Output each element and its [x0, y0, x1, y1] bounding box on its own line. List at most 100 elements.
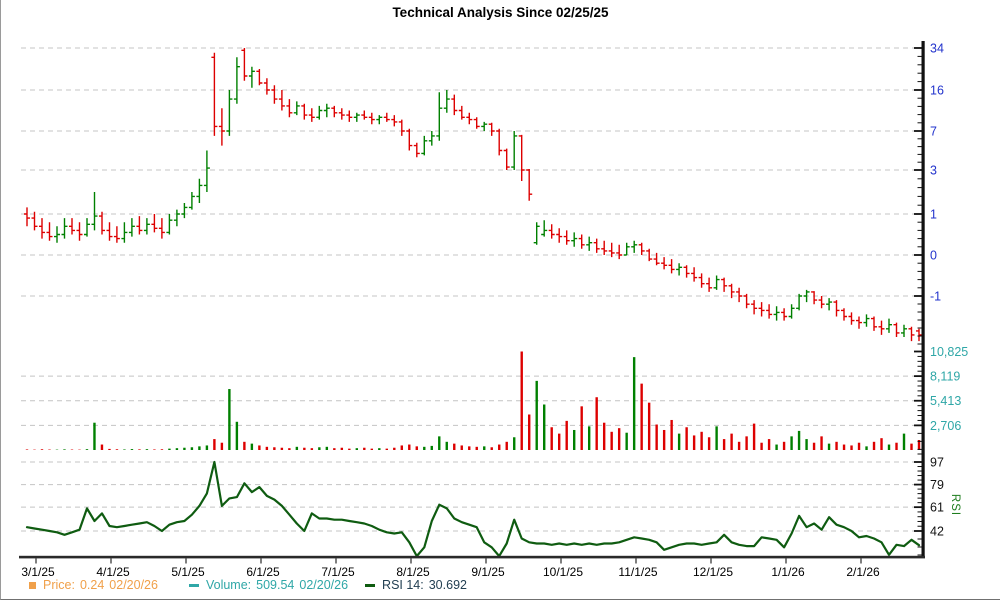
rsi-axis-label: 79 — [930, 478, 944, 492]
chart-title: Technical Analysis Since 02/25/25 — [392, 5, 609, 20]
ohlc-bar — [54, 226, 60, 243]
ohlc-bar — [848, 312, 855, 325]
volume-axis-label: 8,119 — [930, 370, 960, 384]
legend-volume-value: 509.54 — [256, 578, 295, 592]
price-pane — [24, 48, 922, 342]
ohlc-bar — [346, 110, 353, 122]
ohlc-bar — [46, 222, 53, 241]
chart-legend: Price: 0.24 02/20/26 Volume: 509.54 02/2… — [29, 578, 472, 592]
ohlc-bar — [106, 222, 113, 241]
price-legend-marker-icon — [29, 581, 36, 589]
ohlc-bar — [121, 222, 128, 243]
ohlc-bar — [863, 314, 870, 327]
volume-axis-labels: 10,825 8,119 5,413 2,706 — [930, 345, 968, 433]
ohlc-bar — [668, 259, 675, 274]
ohlc-bar — [69, 218, 75, 235]
volume-legend-marker-icon — [188, 583, 199, 587]
ohlc-bar — [608, 242, 615, 258]
ohlc-bar — [151, 214, 158, 233]
x-axis: 3/1/25 4/1/25 5/1/25 6/1/25 7/1/25 8/1/25 9/1/… — [19, 555, 925, 579]
ohlc-bar — [428, 131, 435, 146]
volume-pane — [25, 351, 921, 450]
ohlc-bar — [473, 117, 480, 129]
ohlc-bar — [39, 218, 45, 239]
ohlc-bar — [406, 128, 413, 151]
ohlc-bar — [743, 293, 750, 309]
ohlc-bar — [391, 115, 398, 127]
ohlc-bar — [91, 192, 98, 231]
ohlc-bar — [338, 108, 345, 120]
ohlc-bar — [751, 300, 758, 315]
ohlc-bar — [571, 232, 578, 247]
legend-volume-date: 02/20/26 — [299, 578, 349, 592]
ohlc-bar — [646, 248, 653, 262]
ohlc-bar — [443, 90, 450, 113]
price-axis-label: 16 — [930, 84, 944, 98]
legend-price-value: 0.24 — [79, 578, 105, 592]
ohlc-bar — [661, 257, 668, 270]
ohlc-bar — [616, 244, 623, 260]
ohlc-bar — [226, 90, 233, 136]
ohlc-bar — [458, 105, 465, 120]
ohlc-bar — [503, 148, 510, 170]
ohlc-bar — [496, 128, 503, 156]
volume-axis-label: 10,825 — [930, 345, 968, 359]
rsi-axis-label: 61 — [930, 501, 944, 515]
ohlc-bar — [871, 316, 877, 331]
ohlc-bar — [451, 94, 458, 116]
price-axis-label: 7 — [930, 125, 937, 139]
ohlc-bar — [893, 322, 900, 337]
date-label: 11/1/25 — [618, 565, 657, 579]
ohlc-bar — [728, 283, 735, 299]
ohlc-bar — [211, 52, 218, 136]
date-label: 6/1/25 — [246, 565, 280, 579]
ohlc-bar — [76, 222, 83, 241]
right-axis — [914, 41, 925, 558]
legend-rsi-label: RSI 14: — [382, 578, 424, 592]
price-axis-label: 0 — [930, 249, 937, 263]
ohlc-bar — [308, 108, 315, 122]
ohlc-bar — [653, 252, 660, 266]
date-label: 5/1/25 — [171, 565, 205, 579]
date-label: 8/1/25 — [396, 565, 430, 579]
ohlc-bar — [758, 302, 765, 317]
legend-price-label: Price: — [43, 578, 75, 592]
ohlc-bar — [466, 112, 473, 125]
rsi-legend-marker-icon — [365, 583, 376, 587]
ohlc-bar — [563, 230, 570, 245]
date-label: 7/1/25 — [321, 565, 355, 579]
ohlc-bar — [113, 226, 120, 243]
ohlc-bar — [511, 131, 518, 170]
ohlc-bar — [781, 308, 788, 321]
ohlc-bar — [908, 326, 915, 342]
ohlc-bar — [383, 112, 390, 122]
ohlc-bar — [263, 78, 270, 95]
ohlc-bar — [233, 57, 240, 104]
ohlc-bar — [586, 236, 593, 251]
date-label: 9/1/25 — [471, 565, 505, 579]
ohlc-bar — [99, 211, 105, 235]
ohlc-bar — [128, 218, 135, 237]
ohlc-bar — [901, 324, 907, 337]
ohlc-bar — [368, 112, 375, 125]
ohlc-bar — [796, 293, 803, 311]
ohlc-bar — [541, 220, 548, 237]
ohlc-bar — [713, 275, 720, 290]
ohlc-bar — [136, 216, 143, 235]
date-label: 10/1/25 — [543, 565, 583, 579]
legend-rsi-value: 30.692 — [428, 578, 467, 592]
ohlc-bar — [856, 316, 862, 329]
x-axis-line — [19, 555, 925, 559]
ohlc-bar — [271, 85, 278, 104]
price-axis-label: 1 — [930, 208, 937, 222]
ohlc-bar — [256, 69, 263, 86]
ohlc-bar — [826, 298, 833, 311]
ohlc-bar — [218, 108, 225, 146]
volume-axis-label: 2,706 — [930, 419, 961, 433]
date-label: 2/1/26 — [846, 565, 880, 579]
ohlc-bar — [691, 267, 698, 282]
ohlc-bar — [676, 263, 683, 276]
ohlc-bar — [818, 296, 825, 309]
ohlc-bar — [721, 277, 728, 292]
